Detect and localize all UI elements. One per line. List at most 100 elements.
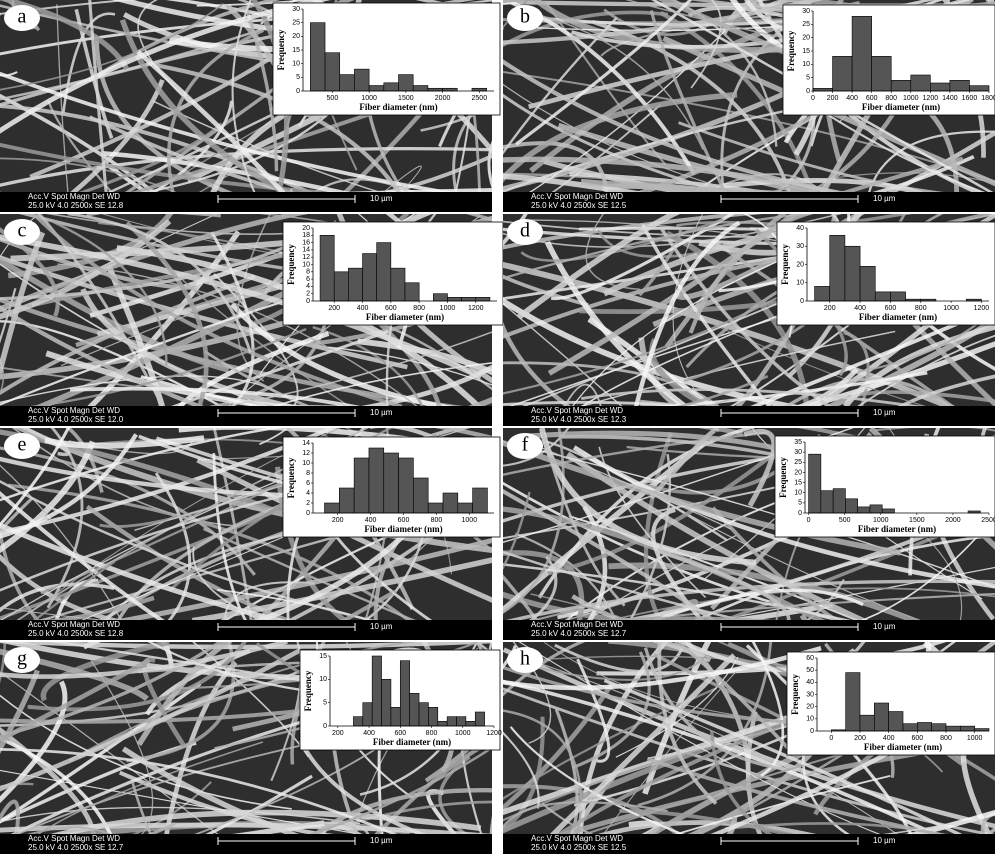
- y-tick-label: 14: [302, 440, 310, 447]
- histogram-bar: [860, 715, 874, 731]
- y-tick-label: 14: [302, 247, 310, 254]
- y-tick-label: 40: [796, 225, 804, 232]
- y-tick-label: 8: [306, 269, 310, 276]
- histogram-bar: [363, 703, 372, 726]
- histogram-bar: [310, 23, 325, 91]
- histogram-bar: [457, 717, 466, 726]
- histogram-bar: [372, 656, 381, 726]
- x-tick-label: 400: [357, 305, 369, 312]
- histogram-bar: [845, 246, 860, 301]
- y-tick-label: 30: [796, 243, 804, 250]
- sem-header: Acc.V Spot Magn Det WD: [531, 192, 623, 201]
- x-tick-label: 200: [328, 305, 340, 312]
- y-tick-label: 0: [306, 510, 310, 517]
- y-tick-label: 10: [794, 490, 802, 497]
- histogram-bar: [821, 491, 833, 513]
- panel-label: e: [18, 434, 27, 456]
- x-axis-label: Fiber diameter (nm): [359, 102, 437, 112]
- sem-header: Acc.V Spot Magn Det WD: [28, 406, 120, 415]
- scale-bar-label: 10 µm: [370, 622, 393, 631]
- x-axis-label: Fiber diameter (nm): [858, 524, 936, 534]
- histogram-bar: [903, 724, 917, 731]
- y-axis-label: Frequency: [286, 457, 296, 498]
- x-tick-label: 1000: [967, 735, 983, 742]
- x-tick-label: 800: [915, 305, 927, 312]
- x-tick-label: 1500: [909, 517, 925, 524]
- sem-info: 25.0 kV 4.0 2500x SE 12.5: [531, 843, 627, 852]
- figure: Acc.V Spot Magn Det WD25.0 kV 4.0 2500x …: [0, 0, 995, 857]
- x-tick-label: 1000: [361, 95, 377, 102]
- histogram-bar: [413, 478, 428, 513]
- y-tick-label: 20: [806, 704, 814, 711]
- y-tick-label: 12: [302, 450, 310, 457]
- x-axis-label: Fiber diameter (nm): [862, 102, 940, 112]
- sem-header: Acc.V Spot Magn Det WD: [531, 834, 623, 843]
- histogram-bar: [882, 509, 894, 513]
- histogram-bar: [969, 86, 989, 91]
- histogram-bar: [890, 292, 905, 301]
- y-tick-label: 10: [806, 716, 814, 723]
- histogram-bar: [400, 661, 409, 726]
- y-tick-label: 15: [319, 653, 327, 660]
- x-tick-label: 600: [866, 95, 878, 102]
- inset-background: [273, 3, 500, 115]
- sem-info: 25.0 kV 4.0 2500x SE 12.0: [28, 415, 124, 424]
- histogram-bar: [377, 243, 391, 301]
- x-tick-label: 600: [885, 305, 897, 312]
- x-tick-label: 1500: [398, 95, 414, 102]
- x-tick-label: 400: [363, 730, 375, 737]
- histogram-bar: [858, 507, 870, 513]
- histogram-bar: [384, 453, 399, 513]
- histogram-bar: [410, 693, 419, 726]
- histogram-bar: [384, 83, 399, 91]
- y-tick-label: 10: [802, 61, 810, 68]
- y-axis-label: Frequency: [790, 674, 800, 715]
- y-tick-label: 4: [306, 283, 310, 290]
- y-tick-label: 15: [292, 47, 300, 54]
- y-tick-label: 16: [302, 239, 310, 246]
- x-tick-label: 2000: [435, 95, 451, 102]
- y-tick-label: 10: [302, 460, 310, 467]
- y-tick-label: 35: [794, 439, 802, 446]
- sem-header: Acc.V Spot Magn Det WD: [28, 834, 120, 843]
- x-tick-label: 400: [883, 735, 895, 742]
- x-tick-label: 0: [829, 735, 833, 742]
- histogram-bar: [833, 56, 853, 91]
- y-axis-label: Frequency: [778, 457, 788, 498]
- histogram-bar: [391, 707, 400, 726]
- histogram-bar: [369, 86, 384, 91]
- y-tick-label: 30: [806, 691, 814, 698]
- x-axis-label: Fiber diameter (nm): [366, 312, 444, 322]
- x-tick-label: 400: [854, 305, 866, 312]
- y-tick-label: 0: [296, 88, 300, 95]
- y-axis-label: Frequency: [786, 30, 796, 71]
- histogram-bar: [815, 286, 830, 301]
- y-tick-label: 18: [302, 232, 310, 239]
- histogram-bar: [334, 272, 348, 301]
- scale-bar-label: 10 µm: [370, 408, 393, 417]
- y-axis-label: Frequency: [286, 244, 296, 285]
- x-tick-label: 1000: [440, 305, 456, 312]
- x-tick-label: 800: [940, 735, 952, 742]
- panel-label: h: [520, 648, 530, 670]
- histogram-bar: [348, 268, 362, 301]
- histogram-bar: [845, 499, 857, 513]
- y-tick-label: 10: [796, 280, 804, 287]
- histogram-bar: [405, 283, 419, 301]
- sem-header: Acc.V Spot Magn Det WD: [28, 620, 120, 629]
- x-tick-label: 400: [846, 95, 858, 102]
- y-tick-label: 2: [306, 500, 310, 507]
- x-tick-label: 1600: [962, 95, 978, 102]
- histogram-bar: [462, 297, 476, 301]
- x-tick-label: 800: [413, 305, 425, 312]
- x-tick-label: 600: [394, 730, 406, 737]
- histogram-bar: [399, 75, 414, 91]
- y-tick-label: 5: [296, 74, 300, 81]
- histogram-bar: [950, 80, 970, 91]
- sem-info: 25.0 kV 4.0 2500x SE 12.5: [531, 201, 627, 210]
- x-tick-label: 400: [365, 517, 377, 524]
- histogram-bar: [428, 88, 443, 91]
- histogram-bar: [860, 266, 875, 301]
- histogram-bar: [443, 493, 458, 513]
- y-axis-label: Frequency: [780, 244, 790, 285]
